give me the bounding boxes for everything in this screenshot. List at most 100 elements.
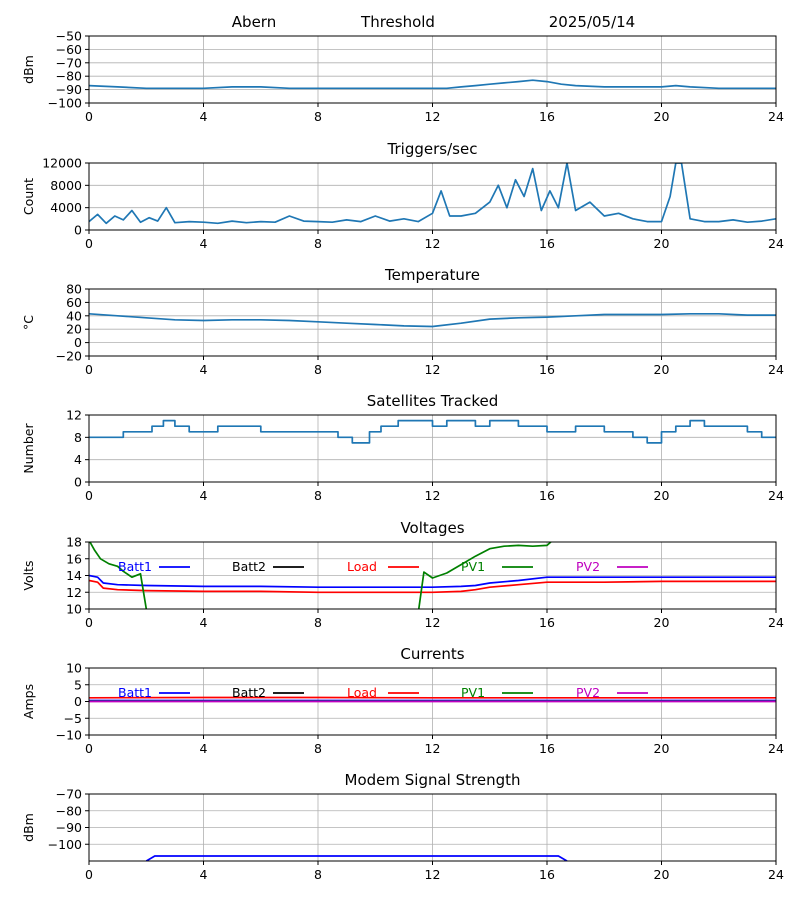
x-tick-label: 12 [425, 615, 441, 630]
x-tick-label: 16 [539, 236, 555, 251]
y-tick-label: −60 [56, 42, 82, 57]
y-tick-label: −80 [56, 803, 82, 818]
y-tick-label: 18 [66, 535, 82, 550]
y-tick-label: −20 [56, 349, 82, 364]
x-tick-label: 16 [539, 741, 555, 756]
x-tick-label: 4 [200, 236, 208, 251]
y-tick-label: 10 [66, 661, 82, 676]
y-tick-label: 20 [66, 322, 82, 337]
x-tick-label: 8 [314, 615, 322, 630]
legend-label-pv1: PV1 [461, 559, 485, 574]
x-tick-label: 8 [314, 741, 322, 756]
y-tick-label: 8000 [50, 178, 82, 193]
x-tick-label: 16 [539, 488, 555, 503]
x-tick-label: 0 [85, 615, 93, 630]
chart-title: Currents [400, 645, 464, 663]
x-tick-label: 0 [85, 741, 93, 756]
y-tick-label: −90 [56, 820, 82, 835]
legend-label-pv1: PV1 [461, 685, 485, 700]
x-tick-label: 20 [654, 488, 670, 503]
series-line-main [146, 856, 567, 861]
x-tick-label: 16 [539, 867, 555, 882]
y-axis-label: Number [21, 423, 36, 474]
y-tick-label: −70 [56, 787, 82, 802]
y-tick-label: 0 [74, 335, 82, 350]
x-tick-label: 24 [768, 867, 784, 882]
x-tick-label: 8 [314, 488, 322, 503]
x-tick-label: 4 [200, 488, 208, 503]
x-tick-label: 20 [654, 236, 670, 251]
legend-label-load: Load [347, 559, 377, 574]
x-tick-label: 4 [200, 109, 208, 124]
legend-label-batt2: Batt2 [232, 685, 266, 700]
x-tick-label: 0 [85, 109, 93, 124]
x-tick-label: 24 [768, 741, 784, 756]
x-tick-label: 12 [425, 236, 441, 251]
x-tick-label: 8 [314, 867, 322, 882]
legend-label-load: Load [347, 685, 377, 700]
y-tick-label: 0 [74, 475, 82, 490]
y-tick-label: 4000 [50, 200, 82, 215]
x-tick-label: 0 [85, 236, 93, 251]
y-tick-label: −80 [56, 69, 82, 84]
y-tick-label: 12000 [42, 156, 82, 171]
x-tick-label: 20 [654, 109, 670, 124]
x-tick-label: 12 [425, 741, 441, 756]
y-tick-label: −100 [48, 96, 82, 111]
y-tick-label: −70 [56, 55, 82, 70]
chart-title: Temperature [384, 266, 480, 284]
x-tick-label: 4 [200, 362, 208, 377]
legend-label-batt1: Batt1 [118, 559, 152, 574]
y-axis-label: Count [21, 178, 36, 215]
y-tick-label: 12 [66, 408, 82, 423]
header-date: 2025/05/14 [549, 13, 635, 31]
x-tick-label: 4 [200, 615, 208, 630]
y-axis-label: °C [21, 315, 36, 330]
x-tick-label: 0 [85, 362, 93, 377]
y-tick-label: 16 [66, 551, 82, 566]
legend-label-batt2: Batt2 [232, 559, 266, 574]
y-tick-label: 14 [66, 568, 82, 583]
series-line-pv1 [89, 540, 553, 613]
y-tick-label: −90 [56, 82, 82, 97]
legend-label-pv2: PV2 [576, 685, 600, 700]
y-tick-label: −10 [56, 728, 82, 743]
x-tick-label: 16 [539, 362, 555, 377]
y-tick-label: 0 [74, 694, 82, 709]
x-tick-label: 20 [654, 741, 670, 756]
x-tick-label: 8 [314, 236, 322, 251]
chart-title: Modem Signal Strength [345, 771, 521, 789]
series-group [146, 856, 567, 861]
x-tick-label: 0 [85, 867, 93, 882]
y-tick-label: 4 [74, 452, 82, 467]
y-axis-label: dBm [21, 813, 36, 842]
y-tick-label: −50 [56, 29, 82, 44]
x-tick-label: 8 [314, 362, 322, 377]
y-tick-label: −5 [64, 711, 82, 726]
header-station: Abern [232, 13, 276, 31]
y-tick-label: 60 [66, 295, 82, 310]
y-tick-label: 10 [66, 602, 82, 617]
x-tick-label: 24 [768, 615, 784, 630]
y-axis-label: dBm [21, 55, 36, 84]
x-tick-label: 16 [539, 109, 555, 124]
y-axis-label: Amps [21, 684, 36, 719]
legend-label-pv2: PV2 [576, 559, 600, 574]
x-tick-label: 20 [654, 615, 670, 630]
x-tick-label: 12 [425, 867, 441, 882]
x-tick-label: 16 [539, 615, 555, 630]
y-tick-label: 0 [74, 223, 82, 238]
x-tick-label: 12 [425, 109, 441, 124]
chart-title: Voltages [400, 519, 464, 537]
x-tick-label: 12 [425, 362, 441, 377]
x-tick-label: 20 [654, 867, 670, 882]
x-tick-label: 4 [200, 867, 208, 882]
